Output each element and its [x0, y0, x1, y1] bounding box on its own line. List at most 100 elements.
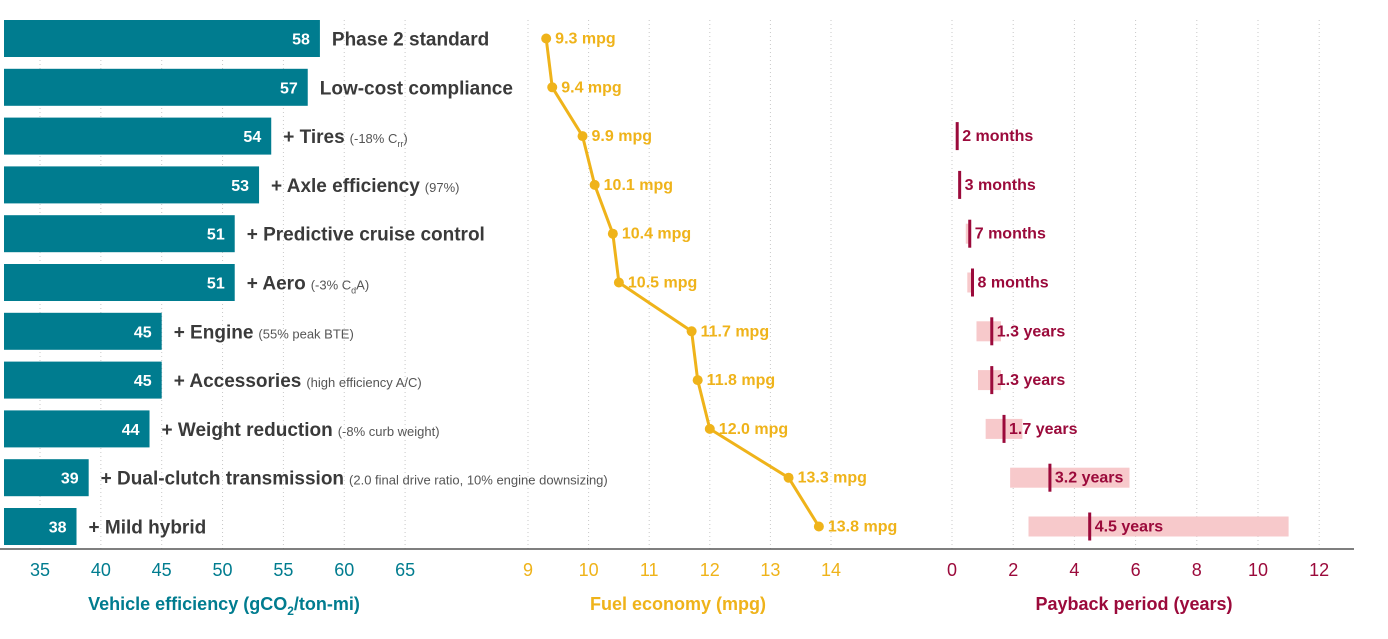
- fuel-economy-point: [577, 131, 588, 142]
- fuel-tick-label: 13: [760, 560, 780, 580]
- efficiency-bar: [4, 459, 89, 497]
- efficiency-bar-value: 39: [61, 471, 79, 488]
- efficiency-bar-value: 57: [280, 80, 298, 97]
- efficiency-bar-value: 53: [231, 178, 249, 195]
- payback-label: 1.3 years: [997, 323, 1066, 340]
- efficiency-bar-value: 44: [122, 422, 140, 439]
- payback-marker: [990, 366, 994, 395]
- fuel-economy-label: 11.8 mpg: [707, 372, 775, 389]
- fuel-economy-point: [704, 423, 715, 434]
- payback-label: 8 months: [978, 275, 1049, 292]
- fuel-economy-label: 10.5 mpg: [628, 275, 697, 292]
- efficiency-bar-value: 51: [207, 276, 225, 293]
- category-label: + Axle efficiency (97%): [271, 176, 459, 197]
- fuel-economy-label: 12.0 mpg: [719, 421, 788, 438]
- payback-label: 1.7 years: [1009, 421, 1078, 438]
- payback-marker: [1048, 463, 1052, 492]
- efficiency-axis-title: Vehicle efficiency (gCO2/ton-mi): [88, 594, 360, 618]
- fuel-economy-point: [692, 375, 703, 386]
- efficiency-bar: [4, 410, 150, 448]
- efficiency-bar: [4, 508, 77, 545]
- payback-axis-title: Payback period (years): [1035, 594, 1232, 614]
- efficiency-bar: [4, 215, 235, 253]
- efficiency-bar-value: 38: [49, 520, 67, 537]
- fuel-economy-point: [589, 179, 600, 190]
- payback-tick-label: 6: [1131, 560, 1141, 580]
- payback-marker: [968, 219, 972, 248]
- efficiency-tick-label: 35: [30, 560, 50, 580]
- fuel-economy-point: [813, 521, 824, 532]
- efficiency-tick-label: 65: [395, 560, 415, 580]
- category-label: + Predictive cruise control: [247, 225, 485, 246]
- fuel-economy-label: 13.3 mpg: [798, 470, 867, 487]
- fuel-economy-label: 9.3 mpg: [555, 31, 615, 48]
- category-label: + Engine (55% peak BTE): [174, 322, 354, 343]
- payback-tick-label: 12: [1309, 560, 1329, 580]
- payback-label: 3 months: [965, 177, 1036, 194]
- efficiency-bar-value: 45: [134, 373, 152, 390]
- payback-label: 4.5 years: [1095, 519, 1164, 536]
- fuel-economy-point: [613, 277, 624, 288]
- efficiency-bar: [4, 264, 235, 301]
- efficiency-bar: [4, 68, 308, 106]
- payback-tick-label: 10: [1248, 560, 1268, 580]
- category-label: + Weight reduction (-8% curb weight): [162, 420, 440, 441]
- efficiency-bar: [4, 20, 320, 57]
- efficiency-tick-label: 50: [213, 560, 233, 580]
- payback-tick-label: 2: [1008, 560, 1018, 580]
- payback-tick-label: 8: [1192, 560, 1202, 580]
- efficiency-bar-value: 45: [134, 324, 152, 341]
- payback-label: 7 months: [975, 226, 1046, 243]
- fuel-tick-label: 12: [700, 560, 720, 580]
- fuel-economy-point: [686, 326, 697, 337]
- payback-marker: [958, 170, 962, 199]
- fuel-economy-series: 9.3 mpg 9.4 mpg 9.9 mpg 10.1 mpg 10.4 mpg 10.…: [541, 31, 897, 536]
- efficiency-tick-label: 40: [91, 560, 111, 580]
- payback-label: 1.3 years: [997, 372, 1066, 389]
- payback-tick-label: 0: [947, 560, 957, 580]
- payback-label: 3.2 years: [1055, 470, 1124, 487]
- payback-range: [976, 321, 1001, 342]
- category-label: Low-cost compliance: [320, 78, 513, 99]
- payback-label: 2 months: [962, 128, 1033, 145]
- x-axis: 35 40 45 50 55 60 65 9 10 11 12 13 14 0 2 4 6 8 10 12: [0, 548, 1354, 580]
- fuel-economy-label: 11.7 mpg: [701, 323, 769, 340]
- category-labels: Phase 2 standard Low-cost compliance + Tir…: [89, 30, 608, 539]
- fuel-economy-label: 10.4 mpg: [622, 226, 691, 243]
- fuel-economy-point: [541, 33, 552, 44]
- fuel-economy-point: [607, 228, 618, 239]
- fuel-economy-label: 9.9 mpg: [592, 128, 652, 145]
- fuel-tick-label: 11: [640, 560, 659, 580]
- efficiency-bar: [4, 361, 162, 399]
- payback-range: [1028, 516, 1289, 537]
- efficiency-tick-label: 55: [273, 560, 293, 580]
- fuel-economy-label: 9.4 mpg: [561, 79, 621, 96]
- fuel-tick-label: 14: [821, 560, 841, 580]
- category-label: + Accessories (high efficiency A/C): [174, 371, 422, 392]
- fuel-tick-label: 9: [523, 560, 533, 580]
- fuel-economy-point: [547, 82, 558, 93]
- payback-range: [978, 370, 1001, 391]
- efficiency-bar-value: 51: [207, 227, 225, 244]
- efficiency-tick-label: 45: [152, 560, 172, 580]
- gridlines: [39, 20, 1320, 549]
- payback-marker: [1088, 512, 1092, 541]
- payback-tick-label: 4: [1069, 560, 1079, 580]
- category-label: + Tires (-18% Crr): [283, 127, 407, 149]
- payback-series: 2 months 3 months 7 months 8 months 1.3 year…: [955, 122, 1289, 541]
- efficiency-bars: 58 57 54 53 51 51 45 45 44 39 38: [4, 20, 320, 545]
- payback-marker: [990, 317, 994, 346]
- payback-marker: [971, 268, 975, 297]
- efficiency-bar: [4, 117, 272, 155]
- fuel-economy-label: 10.1 mpg: [604, 177, 673, 194]
- efficiency-tick-label: 60: [334, 560, 354, 580]
- payback-marker: [1002, 414, 1006, 443]
- efficiency-bar: [4, 166, 260, 204]
- payback-range: [1010, 467, 1130, 488]
- payback-range: [967, 272, 974, 293]
- efficiency-bar: [4, 312, 162, 350]
- fuel-economy-label: 13.8 mpg: [828, 519, 897, 536]
- payback-range: [965, 223, 971, 244]
- category-label: + Mild hybrid: [89, 518, 207, 539]
